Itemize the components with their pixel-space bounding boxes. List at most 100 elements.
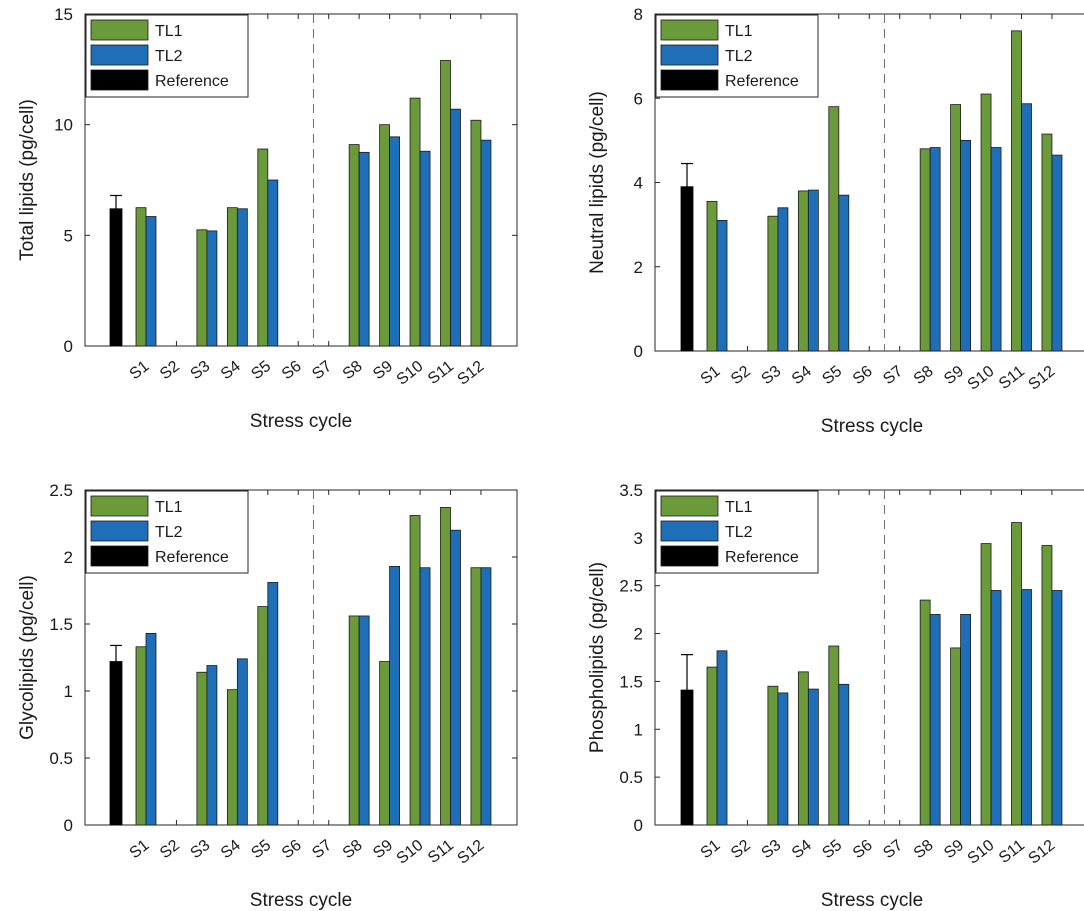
bar-tl2-s8 <box>358 615 370 826</box>
x-tick-label-s11: S11 <box>425 358 457 388</box>
y-axis-label: Total lipids (pg/cell) <box>17 99 38 261</box>
x-tick-label-s5: S5 <box>248 358 274 384</box>
y-tick-label: 1.5 <box>619 672 643 691</box>
x-tick-label-s10: S10 <box>965 837 998 868</box>
x-tick-label-s8: S8 <box>340 358 366 384</box>
plot-area-frame <box>654 489 1084 826</box>
y-tick-label: 0 <box>634 816 643 835</box>
bar-tl1-s11 <box>440 60 451 347</box>
y-tick-label: 0 <box>634 342 643 361</box>
x-tick-label-s5: S5 <box>819 363 845 389</box>
x-tick-label-s3: S3 <box>758 363 784 389</box>
bar-tl2-s4 <box>236 208 248 347</box>
legend-swatch-tl2 <box>90 520 149 542</box>
x-tick-label-s2: S2 <box>728 363 754 389</box>
bar-tl1-s1 <box>135 646 147 826</box>
x-tick-label-s3: S3 <box>758 837 784 863</box>
bar-tl1-s10 <box>409 515 421 826</box>
x-axis-label: Stress cycle <box>821 416 923 437</box>
x-tick-label-s9: S9 <box>370 358 396 384</box>
y-tick-label: 3 <box>634 529 643 548</box>
x-tick-label-s11: S11 <box>996 837 1028 867</box>
x-tick-label-s4: S4 <box>789 837 815 863</box>
bar-tl1-s4 <box>226 689 238 826</box>
bar-tl1-s3 <box>196 671 208 826</box>
x-tick-label-s6: S6 <box>850 837 876 863</box>
legend-label-tl1: TL1 <box>725 23 753 40</box>
legend-swatch-tl2 <box>660 44 719 66</box>
bar-tl1-s11 <box>1011 30 1022 352</box>
bar-tl1-s9 <box>379 124 391 347</box>
x-tick-label-s12: S12 <box>455 358 488 389</box>
legend-label-tl2: TL2 <box>155 48 183 65</box>
y-tick-label: 1 <box>634 720 643 739</box>
bar-tl2-s10 <box>990 147 1002 352</box>
y-axis-label: Glycolipids (pg/cell) <box>17 575 38 740</box>
legend: TL1 TL2 Reference <box>85 490 249 574</box>
bar-tl1-s12 <box>1041 545 1053 826</box>
y-tick-label: 5 <box>64 226 73 245</box>
y-tick-label: 4 <box>634 174 643 193</box>
x-tick-label-s7: S7 <box>880 837 906 863</box>
bar-tl2-s11 <box>450 529 461 826</box>
reference-bar <box>109 661 123 826</box>
legend-label-reference: Reference <box>725 73 799 90</box>
legend: TL1 TL2 Reference <box>655 14 819 98</box>
y-tick-label: 10 <box>54 116 73 135</box>
bar-tl1-s3 <box>767 215 779 352</box>
x-tick-label-s10: S10 <box>965 363 998 394</box>
reference-bar <box>680 186 694 352</box>
bar-tl2-s9 <box>389 136 401 347</box>
y-tick-label: 0.5 <box>619 768 643 787</box>
bar-tl2-s12 <box>480 139 492 347</box>
x-tick-label-s12: S12 <box>455 837 488 868</box>
bar-tl1-s5 <box>257 148 269 347</box>
bar-tl2-s8 <box>929 614 941 826</box>
x-tick-label-s8: S8 <box>340 837 366 863</box>
x-tick-label-s4: S4 <box>218 837 244 863</box>
bar-tl2-s3 <box>777 207 789 352</box>
bar-tl2-s3 <box>777 692 789 826</box>
x-tick-label-s2: S2 <box>157 358 183 384</box>
plot-area-frame <box>84 489 518 826</box>
x-tick-label-s9: S9 <box>941 837 967 863</box>
y-tick-label: 0 <box>64 337 73 356</box>
legend: TL1 TL2 Reference <box>85 14 249 98</box>
bar-tl2-s1 <box>145 216 157 347</box>
bar-tl2-s4 <box>807 688 819 826</box>
bar-tl1-s5 <box>828 106 840 352</box>
reference-bar <box>680 689 694 826</box>
bar-tl2-s1 <box>716 220 728 352</box>
legend-swatch-tl1 <box>660 495 719 517</box>
x-tick-label-s11: S11 <box>996 363 1028 393</box>
bar-tl2-s3 <box>206 230 218 347</box>
bar-tl1-s4 <box>226 207 238 347</box>
y-tick-label: 2 <box>634 258 643 277</box>
chart-panel-4: 0 0.5 1 1.5 2 2.5 3 3.5 S1 S2 S3 S4 S5 S6 S7 S8 S9S10S11… <box>587 481 1084 911</box>
bar-tl1-s12 <box>1041 133 1053 352</box>
bar-tl2-s10 <box>419 150 431 347</box>
bar-tl2-s10 <box>419 567 431 826</box>
bar-tl1-s10 <box>980 93 992 352</box>
bar-tl1-s9 <box>950 104 961 352</box>
bar-tl2-s5 <box>267 582 279 826</box>
bar-tl1-s11 <box>440 507 451 826</box>
x-tick-label-s3: S3 <box>187 358 213 384</box>
legend-label-tl2: TL2 <box>725 524 753 541</box>
bar-tl1-s4 <box>797 671 809 826</box>
y-tick-label: 2 <box>64 548 73 567</box>
bar-tl1-s12 <box>470 119 482 347</box>
bar-tl2-s4 <box>807 189 819 352</box>
bar-tl1-s10 <box>409 97 421 347</box>
legend-swatch-reference <box>90 545 149 567</box>
bar-tl2-s8 <box>929 147 941 352</box>
bar-tl1-s8 <box>919 599 931 826</box>
x-tick-label-s4: S4 <box>789 363 815 389</box>
x-tick-label-s11: S11 <box>425 837 457 867</box>
legend-label-reference: Reference <box>155 549 229 566</box>
x-tick-label-s2: S2 <box>157 837 183 863</box>
legend-swatch-tl1 <box>660 19 719 41</box>
bar-tl2-s9 <box>389 565 401 826</box>
